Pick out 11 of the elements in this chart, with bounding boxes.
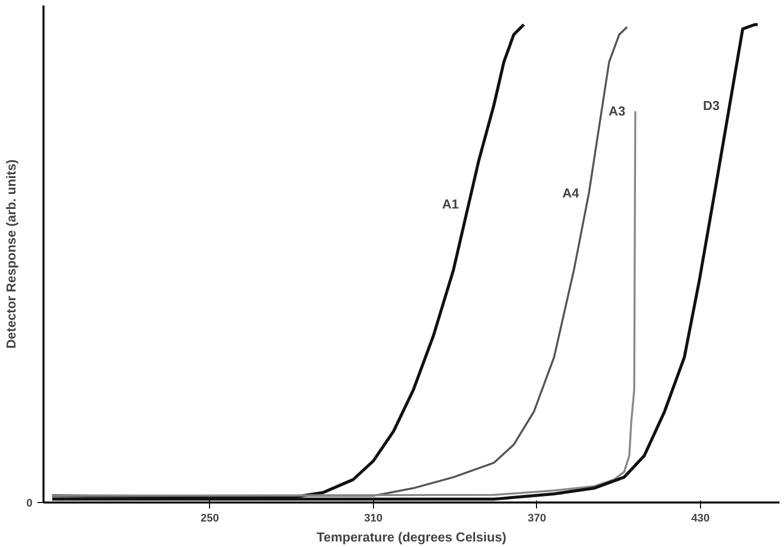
x-tick-label: 430 [691, 512, 710, 524]
y-axis-title: Detector Response (arb. units) [3, 159, 18, 349]
text: 0 [26, 498, 33, 510]
x-axis-title: Temperature (degrees Celsius) [316, 530, 506, 544]
series-label: A4 [562, 185, 580, 200]
series-label: A1 [442, 196, 459, 212]
x-tick-label: 370 [528, 512, 546, 524]
series-label: A3 [608, 104, 626, 119]
series-label: D3 [702, 98, 720, 113]
x-tick-label: 250 [200, 512, 219, 524]
x-tick-label: 310 [364, 512, 383, 524]
